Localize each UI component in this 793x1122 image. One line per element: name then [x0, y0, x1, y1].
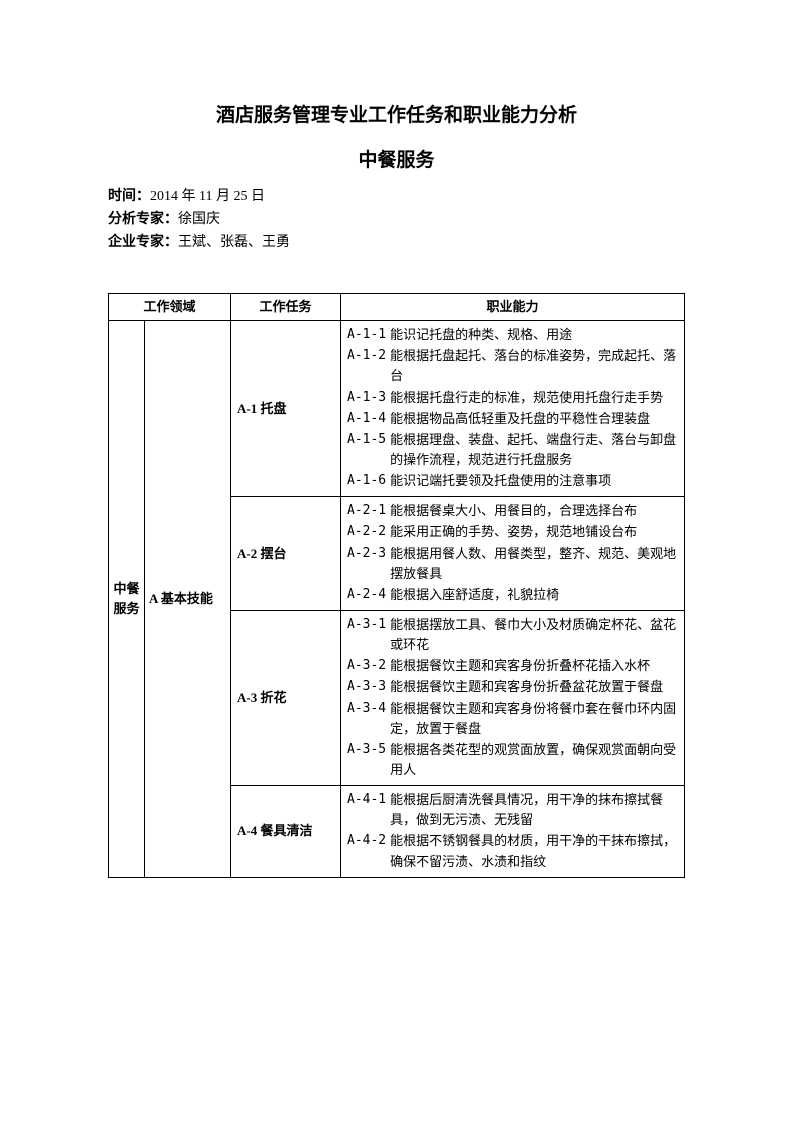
header-task: 工作任务	[231, 294, 341, 321]
ability-text: 能采用正确的手势、姿势，规范地铺设台布	[386, 522, 637, 542]
ability-item: A-2-2能采用正确的手势、姿势，规范地铺设台布	[347, 522, 678, 542]
meta-analyst: 分析专家：徐国庆	[108, 209, 685, 230]
cell-domain-a: 中餐服务	[109, 321, 145, 878]
ability-text: 能根据托盘起托、落台的标准姿势，完成起托、落台	[386, 346, 678, 386]
ability-text: 能根据摆放工具、餐巾大小及材质确定杯花、盆花或环花	[386, 615, 678, 655]
ability-code: A-2-2	[347, 522, 386, 542]
ability-item: A-2-4能根据入座舒适度，礼貌拉椅	[347, 585, 678, 605]
ability-item: A-2-1能根据餐桌大小、用餐目的，合理选择台布	[347, 501, 678, 521]
meta-expert-label: 企业专家：	[108, 235, 178, 250]
cell-task-0: A-1 托盘	[231, 321, 341, 497]
ability-item: A-3-4能根据餐饮主题和宾客身份将餐巾套在餐巾环内固定，放置于餐盘	[347, 699, 678, 739]
ability-text: 能识记端托要领及托盘使用的注意事项	[386, 471, 611, 491]
ability-text: 能根据物品高低轻重及托盘的平稳性合理装盘	[386, 409, 650, 429]
cell-task-2: A-3 折花	[231, 610, 341, 785]
ability-item: A-1-3能根据托盘行走的标准，规范使用托盘行走手势	[347, 388, 678, 408]
ability-code: A-2-3	[347, 544, 386, 584]
analysis-table: 工作领域 工作任务 职业能力 中餐服务 A 基本技能 A-1 托盘 A-1-1能…	[108, 293, 685, 878]
ability-item: A-3-5能根据各类花型的观赏面放置，确保观赏面朝向受用人	[347, 740, 678, 780]
ability-item: A-3-2能根据餐饮主题和宾客身份折叠杯花插入水杯	[347, 656, 678, 676]
cell-task-1: A-2 摆台	[231, 497, 341, 611]
meta-date-value: 2014 年 11 月 25 日	[150, 189, 265, 204]
ability-text: 能根据餐饮主题和宾客身份折叠盆花放置于餐盘	[386, 677, 663, 697]
ability-code: A-3-4	[347, 699, 386, 739]
ability-text: 能根据理盘、装盘、起托、端盘行走、落台与卸盘的操作流程，规范进行托盘服务	[386, 430, 678, 470]
ability-item: A-4-2能根据不锈钢餐具的材质，用干净的干抹布擦拭，确保不留污渍、水渍和指纹	[347, 831, 678, 871]
ability-text: 能根据餐桌大小、用餐目的，合理选择台布	[386, 501, 637, 521]
ability-code: A-4-1	[347, 790, 386, 830]
cell-ability-3: A-4-1能根据后厨清洗餐具情况，用干净的抹布擦拭餐具，做到无污渍、无残留 A-…	[341, 786, 685, 878]
ability-code: A-3-5	[347, 740, 386, 780]
ability-code: A-3-2	[347, 656, 386, 676]
ability-code: A-1-1	[347, 325, 386, 345]
ability-item: A-3-3能根据餐饮主题和宾客身份折叠盆花放置于餐盘	[347, 677, 678, 697]
cell-ability-0: A-1-1能识记托盘的种类、规格、用途 A-1-2能根据托盘起托、落台的标准姿势…	[341, 321, 685, 497]
analysis-table-wrap: 工作领域 工作任务 职业能力 中餐服务 A 基本技能 A-1 托盘 A-1-1能…	[108, 293, 685, 878]
ability-text: 能根据餐饮主题和宾客身份将餐巾套在餐巾环内固定，放置于餐盘	[386, 699, 678, 739]
meta-date: 时间：2014 年 11 月 25 日	[108, 186, 685, 207]
ability-code: A-3-3	[347, 677, 386, 697]
ability-code: A-4-2	[347, 831, 386, 871]
meta-date-label: 时间：	[108, 189, 150, 204]
table-row: 中餐服务 A 基本技能 A-1 托盘 A-1-1能识记托盘的种类、规格、用途 A…	[109, 321, 685, 497]
ability-item: A-1-1能识记托盘的种类、规格、用途	[347, 325, 678, 345]
ability-text: 能根据后厨清洗餐具情况，用干净的抹布擦拭餐具，做到无污渍、无残留	[386, 790, 678, 830]
ability-code: A-1-6	[347, 471, 386, 491]
cell-ability-2: A-3-1能根据摆放工具、餐巾大小及材质确定杯花、盆花或环花 A-3-2能根据餐…	[341, 610, 685, 785]
meta-expert-value: 王斌、张磊、王勇	[178, 235, 290, 250]
ability-text: 能根据用餐人数、用餐类型，整齐、规范、美观地摆放餐具	[386, 544, 678, 584]
ability-code: A-1-5	[347, 430, 386, 470]
ability-code: A-2-1	[347, 501, 386, 521]
cell-task-3: A-4 餐具清洁	[231, 786, 341, 878]
ability-text: 能根据不锈钢餐具的材质，用干净的干抹布擦拭，确保不留污渍、水渍和指纹	[386, 831, 678, 871]
table-header-row: 工作领域 工作任务 职业能力	[109, 294, 685, 321]
meta-analyst-label: 分析专家：	[108, 212, 178, 227]
ability-item: A-1-2能根据托盘起托、落台的标准姿势，完成起托、落台	[347, 346, 678, 386]
cell-ability-1: A-2-1能根据餐桌大小、用餐目的，合理选择台布 A-2-2能采用正确的手势、姿…	[341, 497, 685, 611]
ability-item: A-4-1能根据后厨清洗餐具情况，用干净的抹布擦拭餐具，做到无污渍、无残留	[347, 790, 678, 830]
meta-expert: 企业专家：王斌、张磊、王勇	[108, 232, 685, 253]
cell-domain-b: A 基本技能	[145, 321, 231, 878]
meta-analyst-value: 徐国庆	[178, 212, 220, 227]
ability-code: A-3-1	[347, 615, 386, 655]
ability-item: A-2-3能根据用餐人数、用餐类型，整齐、规范、美观地摆放餐具	[347, 544, 678, 584]
page-title-sub: 中餐服务	[108, 145, 685, 172]
ability-item: A-1-6能识记端托要领及托盘使用的注意事项	[347, 471, 678, 491]
ability-text: 能根据入座舒适度，礼貌拉椅	[386, 585, 559, 605]
ability-text: 能根据餐饮主题和宾客身份折叠杯花插入水杯	[386, 656, 650, 676]
ability-code: A-2-4	[347, 585, 386, 605]
header-ability: 职业能力	[341, 294, 685, 321]
ability-item: A-1-4能根据物品高低轻重及托盘的平稳性合理装盘	[347, 409, 678, 429]
ability-code: A-1-4	[347, 409, 386, 429]
header-domain: 工作领域	[109, 294, 231, 321]
ability-text: 能根据托盘行走的标准，规范使用托盘行走手势	[386, 388, 663, 408]
page-title-main: 酒店服务管理专业工作任务和职业能力分析	[108, 100, 685, 127]
ability-item: A-1-5能根据理盘、装盘、起托、端盘行走、落台与卸盘的操作流程，规范进行托盘服…	[347, 430, 678, 470]
ability-item: A-3-1能根据摆放工具、餐巾大小及材质确定杯花、盆花或环花	[347, 615, 678, 655]
ability-text: 能根据各类花型的观赏面放置，确保观赏面朝向受用人	[386, 740, 678, 780]
ability-text: 能识记托盘的种类、规格、用途	[386, 325, 572, 345]
ability-code: A-1-2	[347, 346, 386, 386]
ability-code: A-1-3	[347, 388, 386, 408]
